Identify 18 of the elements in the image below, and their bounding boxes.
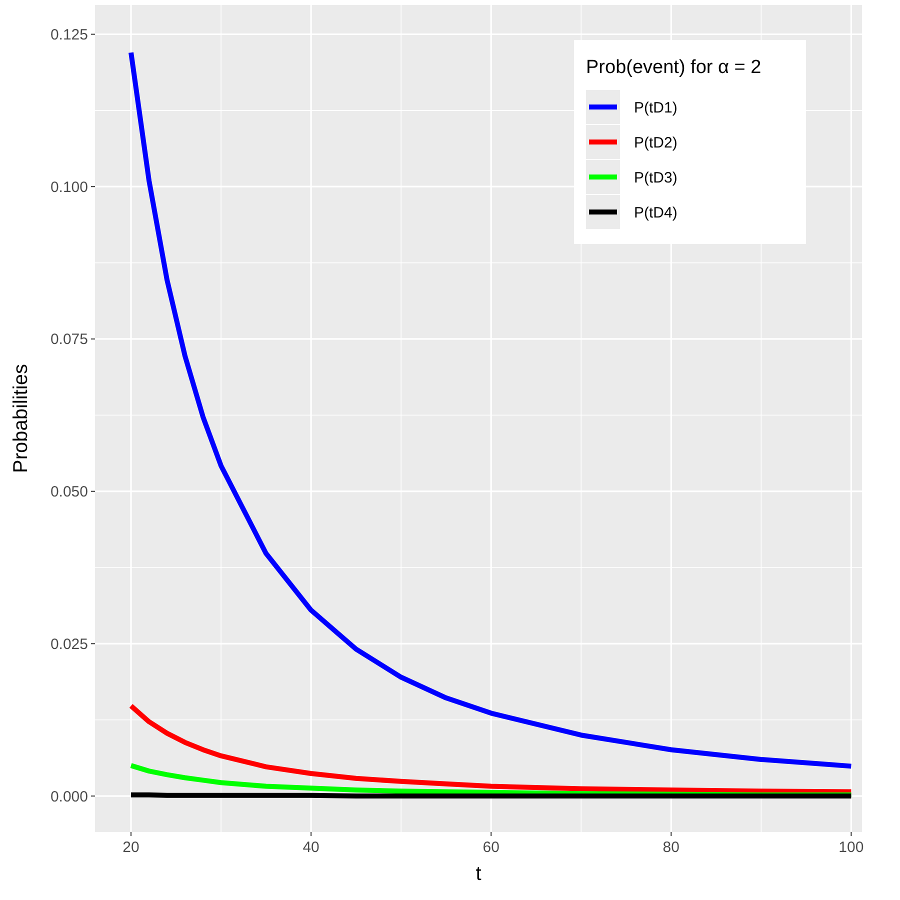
y-tick-label: 0.025	[50, 636, 88, 653]
legend-label: P(tD1)	[634, 99, 678, 116]
y-tick-label: 0.075	[50, 331, 88, 348]
legend-title: Prob(event) for α = 2	[586, 57, 762, 78]
x-tick-label: 20	[122, 839, 140, 856]
legend-label: P(tD3)	[634, 169, 678, 186]
legend-label: P(tD2)	[634, 134, 678, 152]
legend-label: P(tD4)	[634, 204, 678, 222]
x-tick-label: 60	[482, 839, 500, 856]
x-tick-label: 40	[302, 839, 320, 856]
y-tick-label: 0.125	[50, 26, 88, 44]
y-tick-label: 0.100	[50, 178, 88, 196]
x-tick-label: 80	[662, 839, 680, 856]
y-tick-label: 0.000	[50, 788, 88, 806]
x-tick-label: 100	[838, 839, 864, 856]
x-axis-title: t	[476, 863, 482, 885]
y-axis-title: Probabilities	[10, 364, 32, 473]
y-tick-label: 0.050	[50, 484, 88, 501]
